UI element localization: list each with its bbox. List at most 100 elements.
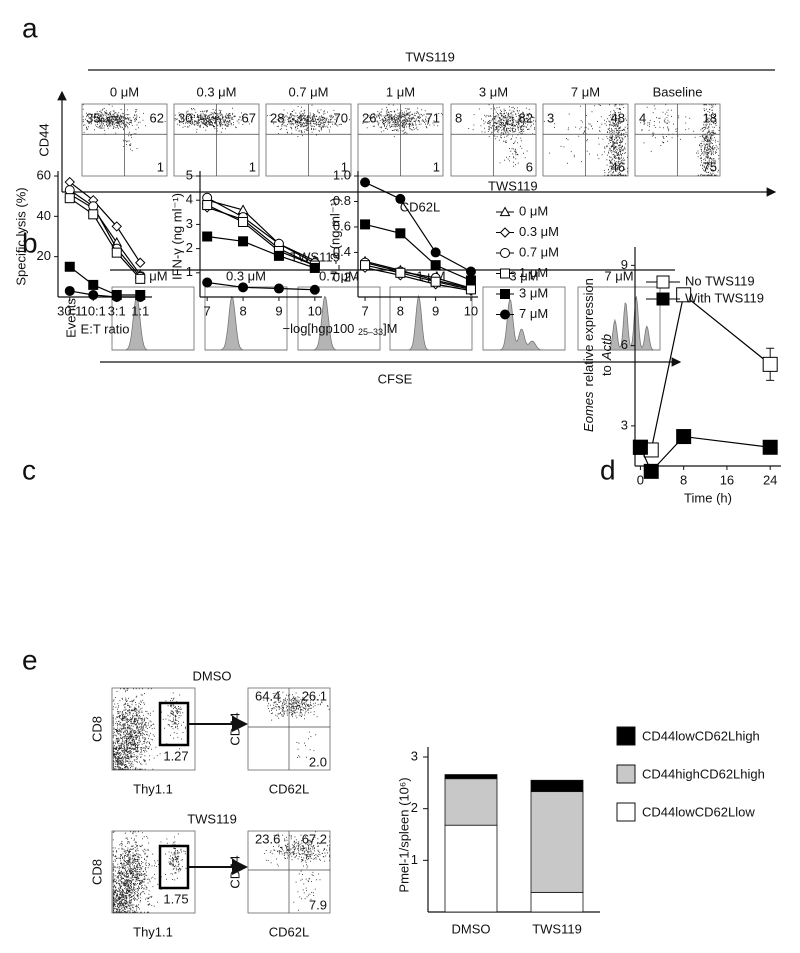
- x-label-part: 25–33: [358, 327, 383, 337]
- plot-title: 0.3 μM: [226, 268, 266, 283]
- quadrant-value: 4: [639, 110, 646, 125]
- series-line: [364, 262, 472, 289]
- bar-segment: [444, 774, 498, 780]
- series-line: [207, 281, 315, 291]
- y-tick-label: 3: [621, 417, 628, 432]
- x-tick-label: 7: [204, 303, 211, 318]
- marker: [202, 277, 213, 288]
- legend-label: CD44lowCD62Lhigh: [642, 728, 760, 743]
- y-tick-label: 40: [37, 208, 51, 223]
- x-tick-label: 10: [308, 303, 322, 318]
- quadrant-value: 26: [362, 110, 376, 125]
- plot-title: 0 μM: [110, 84, 139, 99]
- plot-frame: [111, 687, 196, 771]
- quadrant-value: 71: [426, 110, 440, 125]
- dot-cloud: [82, 104, 166, 152]
- y-tick-label: 3: [411, 748, 418, 763]
- marker: [273, 250, 284, 261]
- x-label-part: −log[hgp100: [282, 321, 358, 336]
- plot-title: 1 μM: [386, 84, 415, 99]
- marker: [676, 287, 692, 303]
- dot-cloud: [263, 691, 330, 758]
- y-tick-label: 20: [37, 248, 51, 263]
- plot-title: 3 μM: [479, 84, 508, 99]
- dot-cloud: [112, 831, 187, 913]
- marker: [64, 193, 75, 204]
- legend-label: 0.3 μM: [519, 224, 559, 239]
- marker: [64, 285, 75, 296]
- marker: [202, 200, 213, 211]
- legend-label: 7 μM: [519, 306, 548, 321]
- x-tick-label: 24: [763, 472, 777, 487]
- axis-label: CD8: [89, 716, 104, 742]
- quadrant-value: 1: [249, 159, 256, 174]
- bar-segment: [444, 824, 498, 913]
- y-tick-label: 1: [186, 264, 193, 279]
- marker: [430, 247, 441, 258]
- quadrant-value: 75: [703, 159, 717, 174]
- plot-title: 0.7 μM: [288, 84, 328, 99]
- marker: [762, 356, 778, 372]
- y-label-part: relative expression: [581, 278, 596, 386]
- histogram: [298, 296, 380, 351]
- quadrant-value: 46: [611, 159, 625, 174]
- legend-swatch: [616, 802, 636, 822]
- marker: [111, 292, 122, 302]
- bar-segment: [530, 779, 584, 793]
- marker: [395, 267, 406, 278]
- x-tick-label: TWS119: [532, 921, 582, 936]
- marker: [111, 247, 122, 258]
- axis-label: Events: [63, 298, 78, 338]
- plot-title: 0 μM: [138, 268, 167, 283]
- histogram: [483, 298, 565, 351]
- y-label-part: Actb: [599, 334, 614, 361]
- bar-segment: [444, 778, 498, 826]
- legend-label: CD44highCD62Lhigh: [642, 766, 765, 781]
- marker: [309, 262, 320, 273]
- axis-label: CD8: [89, 859, 104, 885]
- series-line: [364, 264, 472, 290]
- quadrant-value: 48: [611, 110, 625, 125]
- series-line: [364, 181, 472, 273]
- series-line: [69, 266, 141, 296]
- legend-label: No TWS119: [685, 273, 755, 288]
- quadrant-value: 1: [341, 159, 348, 174]
- series-line: [69, 189, 141, 278]
- dot-cloud: [266, 104, 350, 137]
- quadrant-value: 82: [519, 110, 533, 125]
- series-line: [364, 260, 472, 289]
- legend-swatch: [616, 764, 636, 784]
- quadrant-value: 1: [157, 159, 164, 174]
- series-line: [364, 267, 472, 292]
- marker: [465, 275, 476, 286]
- quadrant-value: 26.1: [302, 688, 327, 703]
- panel-label: c: [22, 454, 36, 485]
- axis-label: Thy1.1: [133, 924, 173, 939]
- axis-label: CD62L: [269, 924, 309, 939]
- quadrant-value: 7.9: [309, 897, 327, 912]
- y-tick-label: 0.6: [333, 218, 351, 233]
- plot-title: 0.7 μM: [319, 268, 359, 283]
- axis-label: CD44: [227, 712, 242, 745]
- plot-title: 7 μM: [604, 268, 633, 283]
- y-label-part: Eomes: [581, 391, 596, 432]
- x-tick-label: DMSO: [452, 921, 491, 936]
- legend-title: TWS119: [488, 178, 538, 193]
- plot-title: 7 μM: [571, 84, 600, 99]
- marker: [202, 231, 213, 242]
- series-line: [206, 204, 316, 267]
- marker: [309, 284, 320, 295]
- series-line: [69, 193, 141, 276]
- series-line: [69, 290, 141, 298]
- gate-value: 1.75: [163, 891, 188, 906]
- marker: [88, 209, 99, 220]
- x-tick-label: 30:1: [57, 303, 82, 318]
- series-line: [69, 197, 141, 280]
- marker: [88, 279, 99, 290]
- x-label-part: ]M: [383, 321, 397, 336]
- plot-title: 0.3 μM: [196, 84, 236, 99]
- marker: [500, 248, 510, 258]
- marker: [499, 206, 511, 217]
- marker: [360, 260, 371, 271]
